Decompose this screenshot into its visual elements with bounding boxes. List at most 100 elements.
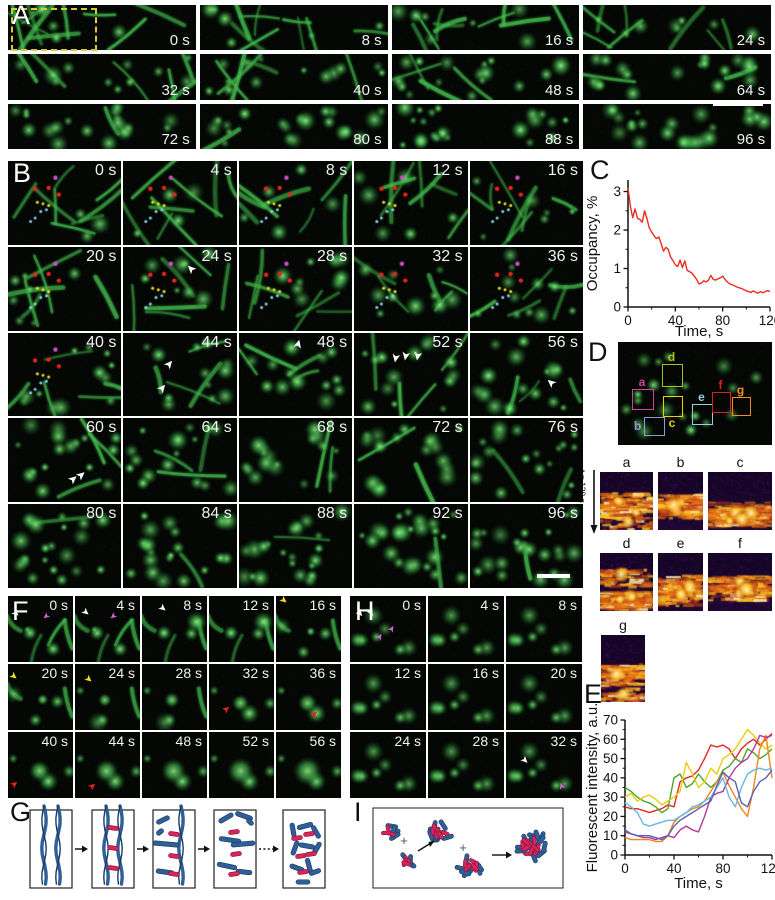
time-label: 28 s	[316, 247, 348, 265]
kymograph-canvas	[600, 553, 653, 611]
aggregation-arrow-line-0	[417, 842, 432, 852]
time-label: 44 s	[108, 733, 135, 749]
panel-a-timelapse: 0 s 8 s 16 s 24 s 32 s 40 s 48 s 64 s 72 s 80 s 88…	[8, 5, 772, 149]
time-label: 12 s	[394, 665, 421, 681]
schematic-filament-severing	[29, 804, 326, 889]
panel-h-timelapse: 0 s ➤ ➤ ➤ ➤ 4 s 8 s 12 s 16 s 20 s 24 s 28 s 32 s ➤ ➤	[350, 596, 582, 798]
micro-frame-canvas	[391, 5, 580, 51]
region-box-d	[662, 364, 683, 387]
schematic-step-box-0	[29, 809, 73, 889]
micro-frame-b-3: 12 s	[354, 161, 468, 245]
time-label: 4 s	[210, 162, 232, 179]
micro-frame-h-6: 24 s	[350, 732, 426, 798]
micro-frame-canvas	[469, 161, 583, 245]
panel-d-letter: D	[588, 337, 608, 367]
y-tick-label: 30	[603, 790, 618, 805]
micro-frame-b-4: 16 s	[469, 161, 583, 245]
micro-frame-f-14: 56 s	[276, 732, 341, 798]
time-label: 76 s	[547, 419, 578, 437]
y-tick-label: 10	[603, 828, 618, 843]
panel-a-letter: A	[12, 0, 31, 30]
micro-frame-canvas	[209, 664, 274, 730]
x-tick-label: 80	[715, 861, 730, 876]
micro-frame-f-13: 52 s	[209, 732, 274, 798]
time-label: 48 s	[316, 333, 348, 351]
kymograph-label-b: b	[676, 454, 685, 470]
micro-frame-b-1: 4 s	[123, 161, 237, 245]
time-label: 40 s	[353, 81, 382, 99]
micro-frame-b-12: 48 s ➤	[238, 332, 353, 417]
micro-frame-canvas	[276, 732, 341, 798]
x-axis-label: Time, s	[674, 875, 723, 892]
micro-frame-canvas	[469, 418, 583, 503]
micro-frame-canvas	[142, 732, 207, 798]
data-line-0	[627, 187, 771, 294]
micro-frame-canvas	[354, 161, 468, 245]
data-line-5	[624, 767, 773, 827]
time-label: 28 s	[175, 665, 202, 681]
intensity-chart: 0 40 80 120 0 10 20 30 40 50 60 70 Time, s Fluorescen…	[584, 703, 775, 892]
time-label: 32 s	[242, 665, 269, 681]
micro-frame-canvas	[354, 332, 468, 417]
micro-frame-f-11: 44 s ➤	[75, 732, 140, 798]
micro-frame-b-8: 32 s	[354, 246, 468, 331]
micro-frame-canvas	[350, 732, 426, 798]
time-label: 4 s	[116, 597, 135, 613]
kymograph-c	[708, 472, 772, 530]
schematic-step-3	[216, 811, 256, 877]
y-axis-label: Fluorescent intensity, a.u.	[584, 703, 601, 873]
aggregation-arrow-head-1	[506, 851, 512, 859]
micro-frame-f-7: 28 s	[142, 664, 207, 730]
time-label: 32 s	[550, 733, 577, 749]
micro-frame-canvas	[469, 332, 583, 417]
panel-f-letter: F	[12, 596, 29, 626]
micro-frame-b-10: 40 s	[8, 332, 122, 417]
time-label: 44 s	[201, 333, 232, 351]
micro-frame-h-2: 8 s	[506, 596, 582, 662]
micro-frame-canvas	[142, 596, 207, 662]
time-label: 28 s	[472, 733, 499, 749]
time-label: 52 s	[432, 333, 463, 351]
y-tick-label: 50	[603, 751, 618, 766]
micro-frame-a-4: 32 s	[8, 54, 196, 100]
kymograph-canvas	[600, 472, 653, 530]
time-label: 20 s	[550, 665, 577, 681]
micro-frame-canvas	[238, 504, 353, 588]
kymograph-canvas	[601, 635, 645, 702]
micro-frame-canvas	[8, 596, 73, 662]
region-box-label: d	[667, 350, 676, 364]
time-label: 8 s	[325, 162, 348, 179]
time-label: 0 s	[169, 32, 190, 50]
panel-b-letter: B	[13, 158, 32, 188]
micro-frame-canvas	[8, 332, 122, 417]
micro-frame-canvas	[75, 596, 140, 662]
micro-frame-f-1: 4 s ➤ ➤	[75, 596, 140, 662]
micro-frame-b-11: 44 s ➤ ➤	[123, 332, 237, 417]
micro-frame-canvas	[199, 54, 388, 100]
schematic-step-4	[289, 821, 322, 885]
micro-frame-b-6: 24 s ➤	[123, 246, 237, 331]
data-line-3	[624, 734, 773, 843]
overview-image-canvas	[618, 342, 772, 445]
micro-frame-canvas	[506, 664, 582, 730]
micro-frame-canvas	[428, 732, 504, 798]
schematic-step-1	[102, 804, 124, 886]
kymograph-label-c: c	[736, 454, 744, 470]
time-label: 4 s	[480, 597, 499, 613]
time-label: 80 s	[86, 505, 117, 523]
panel-i-schematic: + +	[350, 798, 580, 896]
micro-frame-b-13: 52 s ➤ ➤ ➤	[354, 332, 468, 417]
time-label: 8 s	[558, 597, 577, 613]
x-tick-label: 40	[666, 861, 681, 876]
time-label: 16 s	[472, 665, 499, 681]
time-label: 56 s	[309, 733, 336, 749]
micro-frame-f-6: 24 s ➤	[75, 664, 140, 730]
panel-g-letter: G	[10, 797, 32, 827]
micro-frame-canvas	[506, 732, 582, 798]
time-label: 56 s	[547, 333, 578, 351]
axes	[627, 180, 770, 308]
region-box-label: a	[638, 375, 646, 389]
micro-frame-b-15: 60 s ➤ ➤	[8, 418, 122, 503]
panel-f-timelapse: 0 s ➤ ➤ 4 s ➤ ➤ 8 s ➤ 12 s 16 s ➤ 20 s ➤ 24 s ➤ 28 s 32 …	[8, 596, 341, 798]
time-label: 40 s	[41, 733, 68, 749]
